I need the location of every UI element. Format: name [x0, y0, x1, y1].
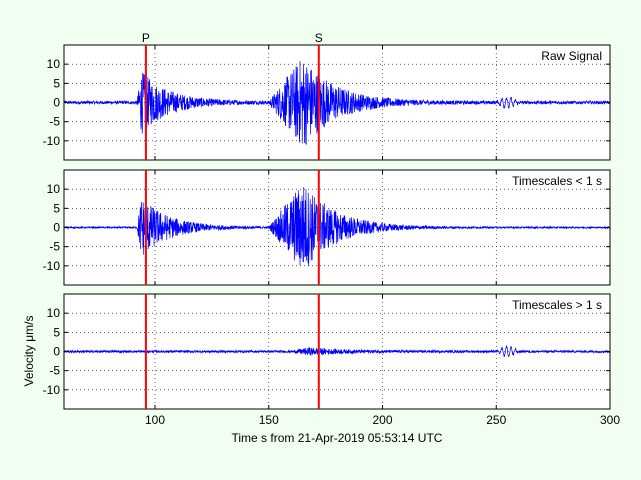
x-tick-label: 150	[259, 413, 279, 427]
y-tick-label: 0	[53, 221, 60, 235]
x-tick-label: 100	[145, 413, 165, 427]
pick-label-s: S	[315, 31, 323, 45]
y-tick-label: 0	[53, 345, 60, 359]
x-axis-label: Time s from 21-Apr-2019 05:53:14 UTC	[232, 431, 443, 445]
y-tick-label: -5	[49, 115, 60, 129]
y-tick-label: 5	[53, 76, 60, 90]
pick-label-p: P	[142, 31, 150, 45]
x-axis: 100 150 200 250 300	[145, 413, 620, 427]
y-tick-label: 0	[53, 96, 60, 110]
y-tick-label: -10	[43, 383, 61, 397]
panels: 10 5 0 -5 -10 Raw Signal 10 5 0 -5 -10 Timescales <…	[43, 44, 611, 410]
waveform-trace	[63, 186, 611, 267]
y-tick-label: -5	[49, 364, 60, 378]
y-tick-label: 10	[47, 306, 61, 320]
y-axis-label: Velocity μm/s	[22, 316, 36, 387]
y-tick-label: 10	[47, 182, 61, 196]
panel-1: 10 5 0 -5 -10 Raw Signal	[43, 44, 611, 161]
x-tick-label: 300	[600, 413, 620, 427]
panel-title: Timescales < 1 s	[512, 174, 602, 188]
x-tick-label: 200	[372, 413, 392, 427]
y-tick-label: -5	[49, 240, 60, 254]
y-tick-label: 5	[53, 325, 60, 339]
y-tick-label: -10	[43, 134, 61, 148]
waveform-trace	[63, 345, 611, 358]
y-tick-label: 10	[47, 57, 61, 71]
x-tick-label: 250	[486, 413, 506, 427]
y-tick-label: 5	[53, 201, 60, 215]
panel-2: 10 5 0 -5 -10 Timescales < 1 s	[43, 169, 611, 286]
panel-3: 10 5 0 -5 -10 Timescales > 1 s	[43, 293, 611, 410]
panel-title: Timescales > 1 s	[512, 298, 602, 312]
waveform-trace	[63, 61, 611, 145]
panel-title: Raw Signal	[541, 49, 602, 63]
y-tick-label: -10	[43, 259, 61, 273]
